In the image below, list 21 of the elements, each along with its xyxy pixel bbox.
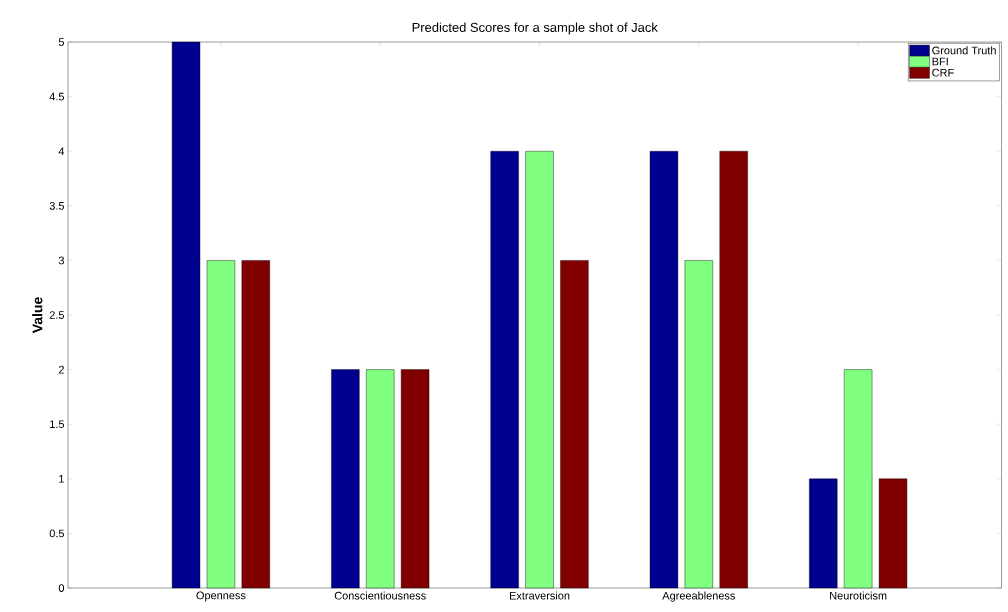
- y-tick-label: 1: [59, 475, 64, 483]
- y-tick-label: 0: [58, 584, 65, 592]
- y-tick-label: 2: [58, 365, 64, 374]
- legend-label: BFI: [932, 57, 948, 66]
- x-tick-label: Agreeableness: [662, 591, 735, 602]
- y-tick-label: 3.5: [49, 201, 65, 210]
- x-tick-label: Conscientiousness: [334, 591, 426, 600]
- y-tick-label: 1.5: [50, 420, 65, 429]
- y-tick-label: 4: [58, 147, 65, 156]
- y-axis-title: Value: [32, 297, 43, 334]
- legend-label: CRF: [932, 68, 954, 77]
- x-tick-label: Extraversion: [509, 591, 570, 600]
- x-tick-label: Neuroticism: [830, 591, 887, 600]
- x-tick-label: Openness: [196, 591, 246, 602]
- y-tick-label: 2.5: [49, 311, 65, 319]
- y-tick-label: 5: [58, 38, 65, 46]
- y-tick-label: 4.5: [49, 92, 65, 101]
- legend-label: Ground Truth: [932, 46, 996, 55]
- y-tick-label: 0.5: [49, 529, 65, 538]
- chart-title: Predicted Scores for a sample shot of Jack: [412, 22, 658, 35]
- y-tick-label: 3: [58, 256, 64, 265]
